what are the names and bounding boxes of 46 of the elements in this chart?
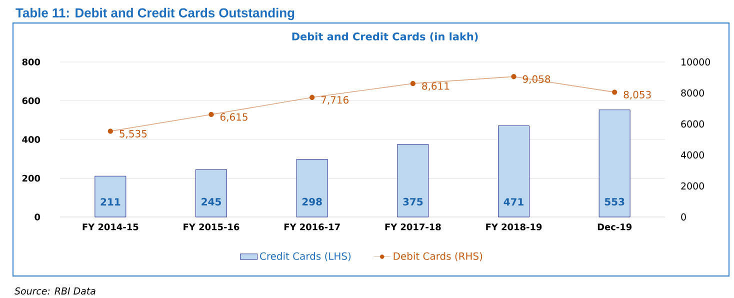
bar [94,176,126,218]
data-label: 211 [100,198,120,206]
x-tick-label: Dec-19 [598,224,632,230]
data-label: 6,615 [220,113,248,122]
x-tick-label: FY 2016-17 [284,224,340,230]
data-label: 375 [403,198,423,206]
point [612,90,618,95]
point [511,74,516,80]
y-tick-label: 400 [22,136,40,143]
y-tick-label: 800 [22,58,40,66]
point [108,128,114,134]
chart-subtitle: Debit and Credit Cards (in lakh) [292,32,478,42]
bar [498,126,530,218]
bar [397,144,429,218]
data-label: 245 [202,198,221,206]
y2-tick-label: 6000 [681,120,704,128]
y2-tick-label: 0 [681,213,686,221]
x-tick-label: FY 2015-16 [184,224,240,230]
bar [196,169,227,218]
legend-label: Debit Cards (RHS) [394,252,482,262]
x-tick-label: FY 2017-18 [385,224,441,230]
y-tick-label: 0 [34,214,40,220]
y-tick-label: 600 [22,97,40,104]
y2-tick-label: 2000 [681,182,704,190]
data-label: 298 [302,198,322,206]
data-label: 8,611 [422,82,450,91]
bar [598,110,630,218]
data-label: 9,058 [522,75,550,84]
data-label: 5,535 [120,130,147,138]
x-tick-label: FY 2014-15 [82,224,138,230]
point [310,94,315,100]
source-note: Source: RBI Data [14,287,96,295]
data-label: 553 [604,198,624,206]
data-label: 8,053 [624,90,651,100]
data-label: 7,716 [321,96,349,105]
point [410,80,416,86]
x-tick-label: FY 2018-19 [486,224,542,230]
y2-tick-label: 10000 [682,58,710,66]
y2-tick-label: 8000 [681,89,704,97]
legend-label: Credit Cards (LHS) [260,252,351,262]
chart-title: Table 11: Debit and Credit Cards Outstanding [16,8,294,20]
point [208,112,214,118]
y2-tick-label: 4000 [680,151,704,159]
y-tick-label: 200 [22,174,40,182]
bar [296,159,328,218]
data-label: 471 [504,198,524,206]
